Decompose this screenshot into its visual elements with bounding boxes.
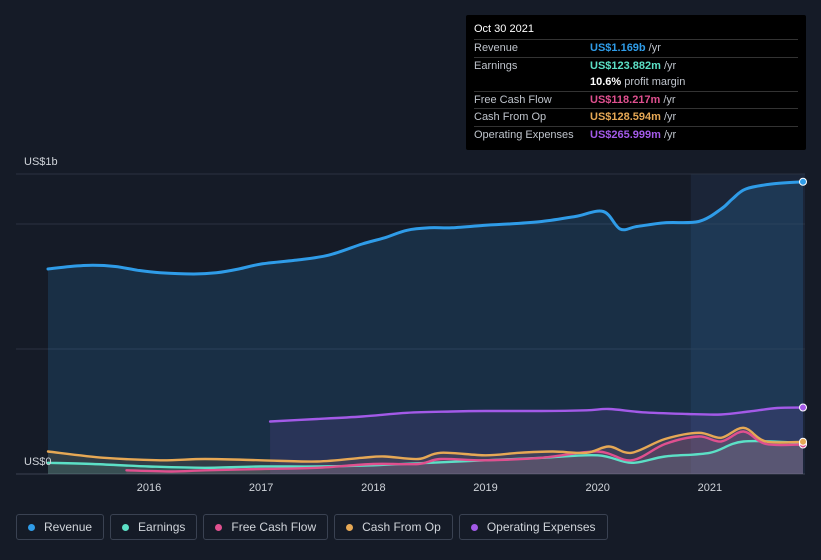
revenue-end-marker [799,177,807,186]
legend-item-cash-from-op[interactable]: Cash From Op [334,514,453,540]
x-tick-label: 2021 [697,482,723,494]
tooltip-row: 10.6% profit margin [474,74,798,91]
x-tick-label: 2016 [136,482,162,494]
legend-label: Earnings [138,520,186,534]
legend-label: Operating Expenses [486,520,596,534]
chart-lines [46,180,805,473]
operating-expenses-end-marker [799,403,807,412]
revenue-line [46,180,805,276]
legend-label: Free Cash Flow [231,520,317,534]
legend-dot-icon [28,523,35,531]
tooltip-row-value: 10.6% [590,76,622,89]
x-tick-label: 2019 [473,482,498,494]
tooltip-row: Cash From Op US$128.594m/yr [474,108,798,126]
legend-dot-icon [215,523,223,531]
chart-areas [48,181,804,475]
x-tick-label: 2017 [248,482,274,494]
tooltip-row-unit: /yr [663,111,677,124]
tooltip-row-unit: profit margin [624,76,686,89]
tooltip-row-value: US$128.594m [590,111,661,124]
tooltip-row-unit: /yr [663,93,676,106]
x-tick-label: 2018 [361,482,386,494]
revenue-area [48,181,803,475]
chart-grid [16,173,805,475]
earnings-line [46,439,805,469]
legend-label: Cash From Op [362,520,441,534]
tooltip-row-label: Cash From Op [474,111,547,124]
tooltip-row-label: Revenue [474,42,519,55]
tooltip-row-value: US$265.999m [590,128,661,141]
tooltip-date: Oct 30 2021 [474,23,534,35]
tooltip-row: Revenue US$1.169b/yr [474,39,798,57]
legend-item-earnings[interactable]: Earnings [110,514,198,540]
tooltip-rows: Revenue US$1.169b/yr Earnings US$123.882m/y… [474,39,798,143]
chart-legend: Revenue Earnings Free Cash Flow Cash From O… [16,514,608,540]
cash-from-op-end-marker [799,437,807,446]
tooltip-row-label: Free Cash Flow [474,93,552,106]
y-axis-bottom-label: US$0 [24,456,52,468]
tooltip-row-value: US$1.169b [590,42,646,55]
legend-item-operating-expenses[interactable]: Operating Expenses [458,514,608,540]
tooltip-row: Operating Expenses US$265.999m/yr [474,125,798,144]
legend-dot-icon [470,523,478,531]
tooltip-row-label: Earnings [474,59,518,72]
x-tick-label: 2020 [585,482,610,494]
tooltip-row-unit: /yr [648,42,661,55]
tooltip-row: Earnings US$123.882m/yr [474,56,798,75]
legend-item-free-cash-flow[interactable]: Free Cash Flow [203,514,329,540]
legend-label: Revenue [44,520,93,534]
legend-dot-icon [346,523,354,531]
free-cash-flow-line [125,430,805,473]
chart-plot [16,173,807,475]
cash-from-op-area [48,427,803,474]
data-tooltip: Oct 30 2021 Revenue US$1.169b/yr Earnings U… [466,15,806,150]
legend-item-revenue[interactable]: Revenue [16,514,105,540]
chart-markers [799,177,807,449]
y-axis-top-label: US$1b [24,156,58,168]
tooltip-row-unit: /yr [663,128,677,141]
earnings-area [48,441,803,474]
legend-dot-icon [122,523,130,531]
operating-expenses-line [268,406,805,423]
tooltip-row-value: US$123.882m [590,59,661,72]
tooltip-row: Free Cash Flow US$118.217m/yr [474,90,798,109]
cash-from-op-line [46,426,805,463]
tooltip-row-unit: /yr [663,59,677,72]
tooltip-row-label: Operating Expenses [474,128,574,141]
tooltip-row-value: US$118.217m [590,93,661,106]
